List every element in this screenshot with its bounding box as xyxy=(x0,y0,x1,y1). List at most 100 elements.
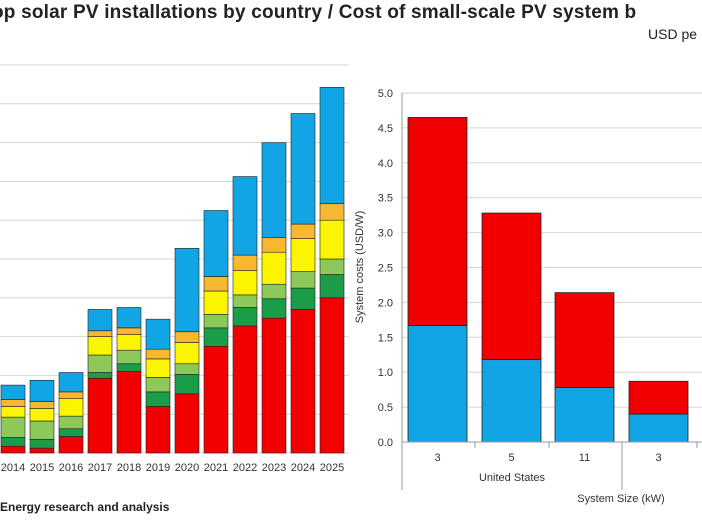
right-y-axis-label: System costs (USD/W) xyxy=(354,211,366,323)
left-bar-segment xyxy=(261,317,287,454)
right-bar-segment xyxy=(407,325,468,443)
left-bar-segment xyxy=(290,238,316,272)
left-bar-segment xyxy=(319,219,345,260)
left-bar-segment xyxy=(174,393,200,454)
left-bar-segment xyxy=(232,294,258,308)
left-x-tick-labels: 2014 2015 2016 2017 2018 2019 2020 2021 2022 2023… xyxy=(1,462,344,474)
right-y-tick-label: 3.5 xyxy=(378,193,393,205)
left-bar-segment xyxy=(261,283,287,300)
left-bar-segment xyxy=(116,307,142,329)
left-bar-segment xyxy=(319,258,345,275)
left-bar-segment xyxy=(145,391,171,407)
right-bar-segment xyxy=(481,212,542,361)
left-bar-segment xyxy=(174,363,200,375)
left-bar-segment xyxy=(145,318,171,350)
left-bar-segment xyxy=(0,406,26,418)
left-bar-segment xyxy=(116,363,142,372)
left-bar-segment xyxy=(58,415,84,430)
left-bar-segment xyxy=(29,379,55,402)
left-bar-segment xyxy=(290,271,316,289)
right-y-tick-label: 2.0 xyxy=(378,297,393,309)
left-bar-segment xyxy=(145,348,171,360)
right-y-tick-labels: 0.0 0.5 1.0 1.5 2.0 2.5 3.0 3.5 4.0 4.5 5.0 xyxy=(378,88,393,449)
right-y-tick-label: 2.5 xyxy=(378,263,393,275)
left-bar-segment xyxy=(58,398,84,417)
right-y-tick-label: 1.0 xyxy=(378,367,393,379)
left-bar-segment xyxy=(116,371,142,454)
left-x-tick-label: 2025 xyxy=(320,462,344,474)
right-y-tick-label: 5.0 xyxy=(378,88,393,100)
left-bar-segment xyxy=(203,210,229,277)
left-bar-segment xyxy=(29,401,55,409)
right-x-tick-labels: 3 5 11 3 xyxy=(434,452,661,464)
left-bar-segment xyxy=(261,142,287,238)
right-y-tick-label: 3.0 xyxy=(378,228,393,240)
left-bar-segment xyxy=(58,436,84,454)
left-bar-segment xyxy=(0,384,26,400)
left-bar-segment xyxy=(0,416,26,438)
right-bar-segment xyxy=(481,359,542,443)
left-bar-segment xyxy=(29,408,55,422)
left-bar-segment xyxy=(203,345,229,454)
left-bar-segment xyxy=(87,378,113,454)
left-bar-segment xyxy=(0,437,26,447)
left-x-tick-label: 2022 xyxy=(233,462,257,474)
left-bar-segment xyxy=(319,274,345,299)
left-bar-segment xyxy=(174,248,200,333)
right-bar-segment xyxy=(407,117,468,326)
right-axes xyxy=(401,93,702,490)
left-bar-segment xyxy=(203,276,229,292)
left-bar-segment xyxy=(174,342,200,365)
left-bar-segment xyxy=(145,406,171,454)
left-bar-segment xyxy=(87,336,113,356)
left-bar-segment xyxy=(261,237,287,253)
left-x-tick-label: 2024 xyxy=(291,462,315,474)
right-y-tick-label: 4.5 xyxy=(378,123,393,135)
installations-chart: 2014 2015 2016 2017 2018 2019 2020 2021 2022 2023… xyxy=(0,64,349,474)
right-y-tick-label: 0.0 xyxy=(378,437,393,449)
left-bar-segment xyxy=(29,447,55,454)
left-bar-segment xyxy=(174,374,200,395)
left-bar-segment xyxy=(203,313,229,329)
right-y-tick-label: 1.5 xyxy=(378,332,393,344)
left-bar-segment xyxy=(174,331,200,343)
right-x-tick-label: 3 xyxy=(655,452,661,464)
left-bar-segment xyxy=(0,399,26,407)
left-x-tick-label: 2023 xyxy=(262,462,286,474)
unit-subtitle: USD pe xyxy=(648,26,698,42)
left-bar-segment xyxy=(290,113,316,225)
left-bar-segment xyxy=(203,327,229,347)
right-bar-segment xyxy=(628,380,689,415)
left-bar-segment xyxy=(87,372,113,379)
left-bar-segment xyxy=(87,309,113,332)
left-bar-segment xyxy=(116,327,142,335)
left-bar-segment xyxy=(232,176,258,256)
left-bar-segment xyxy=(232,325,258,454)
left-bar-segment xyxy=(145,358,171,378)
chart-title: op solar PV installations by country / C… xyxy=(0,2,637,23)
left-bar-segment xyxy=(58,391,84,399)
left-bar-segment xyxy=(29,420,55,440)
left-x-tick-label: 2021 xyxy=(204,462,228,474)
left-x-tick-label: 2015 xyxy=(30,462,54,474)
left-x-tick-label: 2014 xyxy=(1,462,25,474)
cost-chart: 0.0 0.5 1.0 1.5 2.0 2.5 3.0 3.5 4.0 4.5 5.0 3 5 11 3 … xyxy=(354,88,702,505)
left-bar-segment xyxy=(116,349,142,365)
left-x-tick-label: 2016 xyxy=(59,462,83,474)
right-bars xyxy=(407,117,689,443)
right-x-axis-label: System Size (kW) xyxy=(577,493,664,505)
right-x-tick-label: 3 xyxy=(434,452,440,464)
left-bar-segment xyxy=(319,297,345,454)
right-x-tick-label: 11 xyxy=(579,452,590,464)
left-bar-segment xyxy=(290,287,316,310)
left-bar-segment xyxy=(232,307,258,327)
source-note: Energy research and analysis xyxy=(0,500,170,514)
group-label-united-states: United States xyxy=(479,472,546,484)
left-bar-segment xyxy=(319,87,345,205)
left-bars xyxy=(0,87,345,454)
left-x-tick-label: 2019 xyxy=(146,462,170,474)
left-bar-segment xyxy=(203,290,229,315)
left-bar-segment xyxy=(29,439,55,449)
left-bar-segment xyxy=(290,223,316,239)
